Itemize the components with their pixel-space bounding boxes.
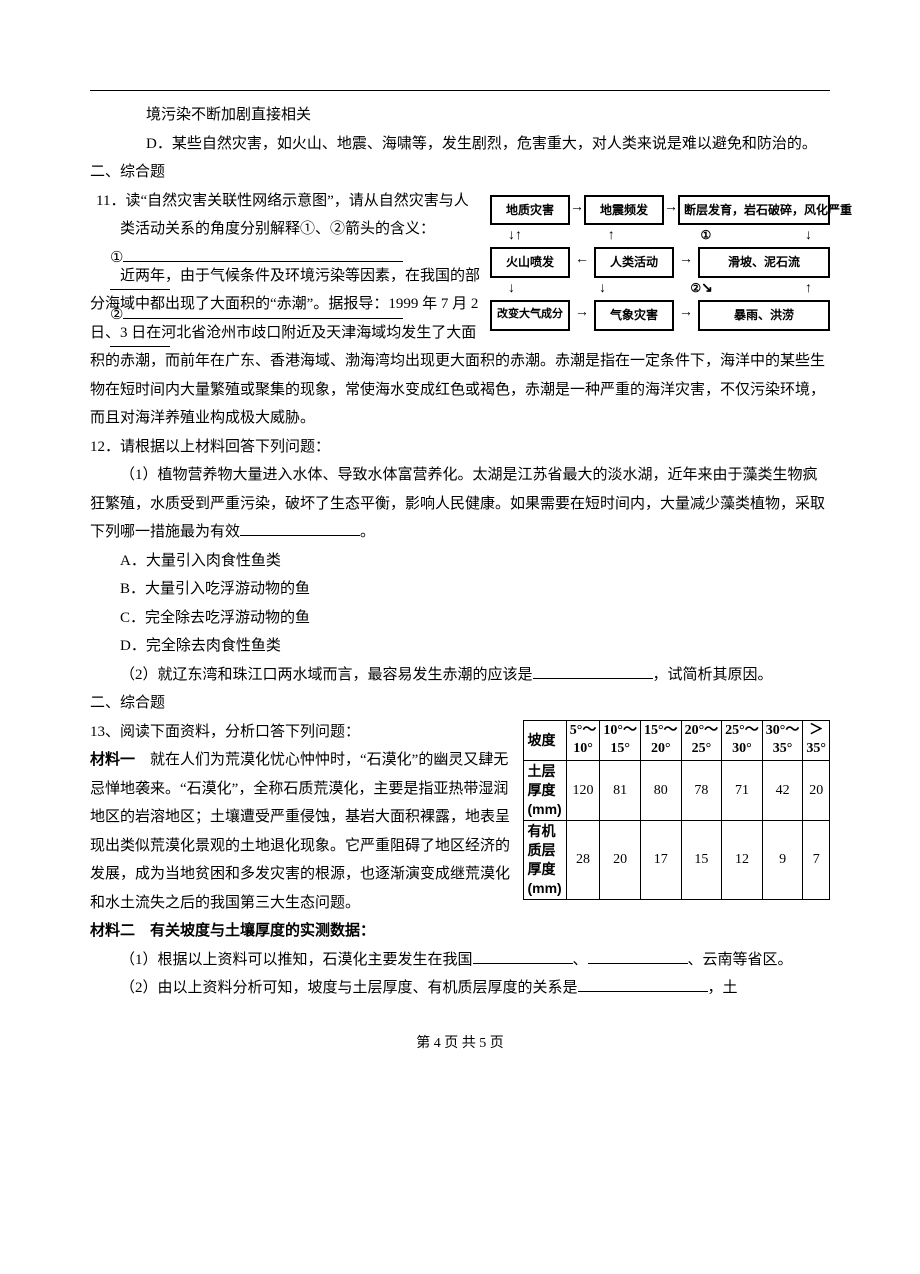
arrow-down-icon: ↓ (508, 282, 515, 296)
table-cell: 20 (600, 820, 641, 899)
material2-text: 有关坡度与土壤厚度的实测数据： (135, 922, 375, 939)
q12-2: （2）就辽东湾和珠江口两水域而言，最容易发生赤潮的应该是 ，试简析其原因。 (90, 661, 830, 690)
material-2: 材料二 有关坡度与土壤厚度的实测数据： (90, 917, 830, 946)
table-rowhead-organic: 有机质层厚度(mm) (523, 820, 566, 899)
carryover-text: 境污染不断加剧直接相关 D．某些自然灾害，如火山、地震、海啸等，发生剧烈，危害重… (146, 101, 830, 158)
page-footer: 第 4 页 共 5 页 (90, 1031, 830, 1058)
table-cell: 20 (803, 761, 830, 821)
arrow-down-icon: ↓ (805, 229, 812, 243)
disaster-network-diagram: 地质灾害 → 地震频发 → 断层发育，岩石破碎，风化严重 ↓↑ ↑ ① ↓ 火山… (490, 191, 830, 335)
arrow-label-1: ① (700, 228, 711, 242)
top-rule (90, 90, 830, 91)
section-2a-title: 二、综合题 (90, 158, 830, 187)
fill-blank[interactable] (588, 946, 688, 964)
fill-blank[interactable] (473, 946, 573, 964)
q12-opt-b: B．大量引入吃浮游动物的鱼 (120, 575, 830, 604)
q13-1: （1）根据以上资料可以推知，石漠化主要发生在我国 、 、云南等省区。 (90, 946, 830, 975)
q12-1-tail: 。 (360, 524, 375, 540)
fill-blank[interactable] (533, 661, 653, 679)
q13-2-a: （2）由以上资料分析可知，坡度与土层厚度、有机质层厚度的关系是 (120, 980, 578, 996)
table-cell: 78 (681, 761, 722, 821)
q12-opt-d: D．完全除去肉食性鱼类 (120, 632, 830, 661)
material1-text: 就在人们为荒漠化忧心忡忡时，“石漠化”的幽灵又肆无忌惮地袭来。“石漠化”，全称石… (90, 752, 510, 911)
table-cell: 71 (722, 761, 763, 821)
q12-2-text: （2）就辽东湾和珠江口两水域而言，最容易发生赤潮的应该是 (120, 667, 533, 683)
table-rowhead-slope: 坡度 (523, 720, 566, 761)
arrow-down-icon: ↓ (599, 282, 606, 296)
q12-2-tail: ，试简析其原因。 (653, 667, 773, 683)
arrow-icon: → (570, 195, 584, 226)
arrow-right-icon: → (679, 247, 693, 278)
table-cell: 17 (640, 820, 681, 899)
arrow-right-icon: → (575, 300, 589, 331)
diagram-node-meteor: 气象灾害 (594, 300, 674, 331)
table-cell: 9 (762, 820, 803, 899)
table-cell: 80 (640, 761, 681, 821)
q12-stem: 12．请根据以上材料回答下列问题： (90, 433, 830, 462)
diagram-node-atmos: 改变大气成分 (490, 300, 570, 331)
arrow-up-icon: ↑ (608, 229, 615, 243)
q12-1: （1）植物营养物大量进入水体、导致水体富营养化。太湖是江苏省最大的淡水湖，近年来… (90, 461, 830, 547)
q12-opt-a: A．大量引入肉食性鱼类 (120, 547, 830, 576)
table-col-0: 5°～10° (566, 720, 600, 761)
q12-opt-c: C．完全除去吃浮游动物的鱼 (120, 604, 830, 633)
q13-1-b: 、 (573, 952, 588, 968)
material1-label: 材料一 (90, 751, 135, 768)
diagram-node-earthquake: 地震频发 (584, 195, 664, 226)
q12-1-text: （1）植物营养物大量进入水体、导致水体富营养化。太湖是江苏省最大的淡水湖，近年来… (90, 467, 825, 540)
table-cell: 42 (762, 761, 803, 821)
fill-blank[interactable] (123, 244, 403, 262)
table-cell: 81 (600, 761, 641, 821)
table-col-3: 20°～25° (681, 720, 722, 761)
table-col-4: 25°～30° (722, 720, 763, 761)
diagram-node-fault: 断层发育，岩石破碎，风化严重 (678, 195, 830, 226)
fill-blank[interactable] (578, 975, 708, 993)
table-col-6: ＞35° (803, 720, 830, 761)
diagram-node-storm: 暴雨、洪涝 (698, 300, 830, 331)
table-col-2: 15°～20° (640, 720, 681, 761)
arrow-down-icon: ↓↑ (508, 229, 522, 243)
diagram-node-volcano: 火山喷发 (490, 247, 570, 278)
arrow-up-icon: ↑ (805, 282, 812, 296)
arrow-right-icon: → (679, 300, 693, 331)
table-cell: 120 (566, 761, 600, 821)
arrow-left-icon: ← (575, 247, 589, 278)
table-cell: 28 (566, 820, 600, 899)
arrow-icon: → (664, 195, 678, 226)
section-2b-title: 二、综合题 (90, 689, 830, 718)
material2-label: 材料二 (90, 922, 135, 939)
arrow-label-2: ② (690, 281, 701, 295)
slope-soil-table: 坡度 5°～10° 10°～15° 15°～20° 20°～25° 25°～30… (523, 720, 831, 900)
carryover-line: 境污染不断加剧直接相关 (146, 101, 830, 130)
diagram-node-landslide: 滑坡、泥石流 (698, 247, 830, 278)
q13-2-b: ，土 (708, 980, 738, 996)
q13-2: （2）由以上资料分析可知，坡度与土层厚度、有机质层厚度的关系是 ，土 (90, 974, 830, 1003)
option-d-prev: D．某些自然灾害，如火山、地震、海啸等，发生剧烈，危害重大，对人类来说是难以避免… (176, 130, 830, 159)
diagram-node-human: 人类活动 (594, 247, 674, 278)
table-cell: 12 (722, 820, 763, 899)
diagram-node-geological: 地质灾害 (490, 195, 570, 226)
table-rowhead-soil: 土层厚度(mm) (523, 761, 566, 821)
q13-1-c: 、云南等省区。 (688, 952, 793, 968)
fill-blank[interactable] (240, 519, 360, 537)
table-col-1: 10°～15° (600, 720, 641, 761)
table-cell: 7 (803, 820, 830, 899)
q13-1-a: （1）根据以上资料可以推知，石漠化主要发生在我国 (120, 952, 473, 968)
table-cell: 15 (681, 820, 722, 899)
table-col-5: 30°～35° (762, 720, 803, 761)
